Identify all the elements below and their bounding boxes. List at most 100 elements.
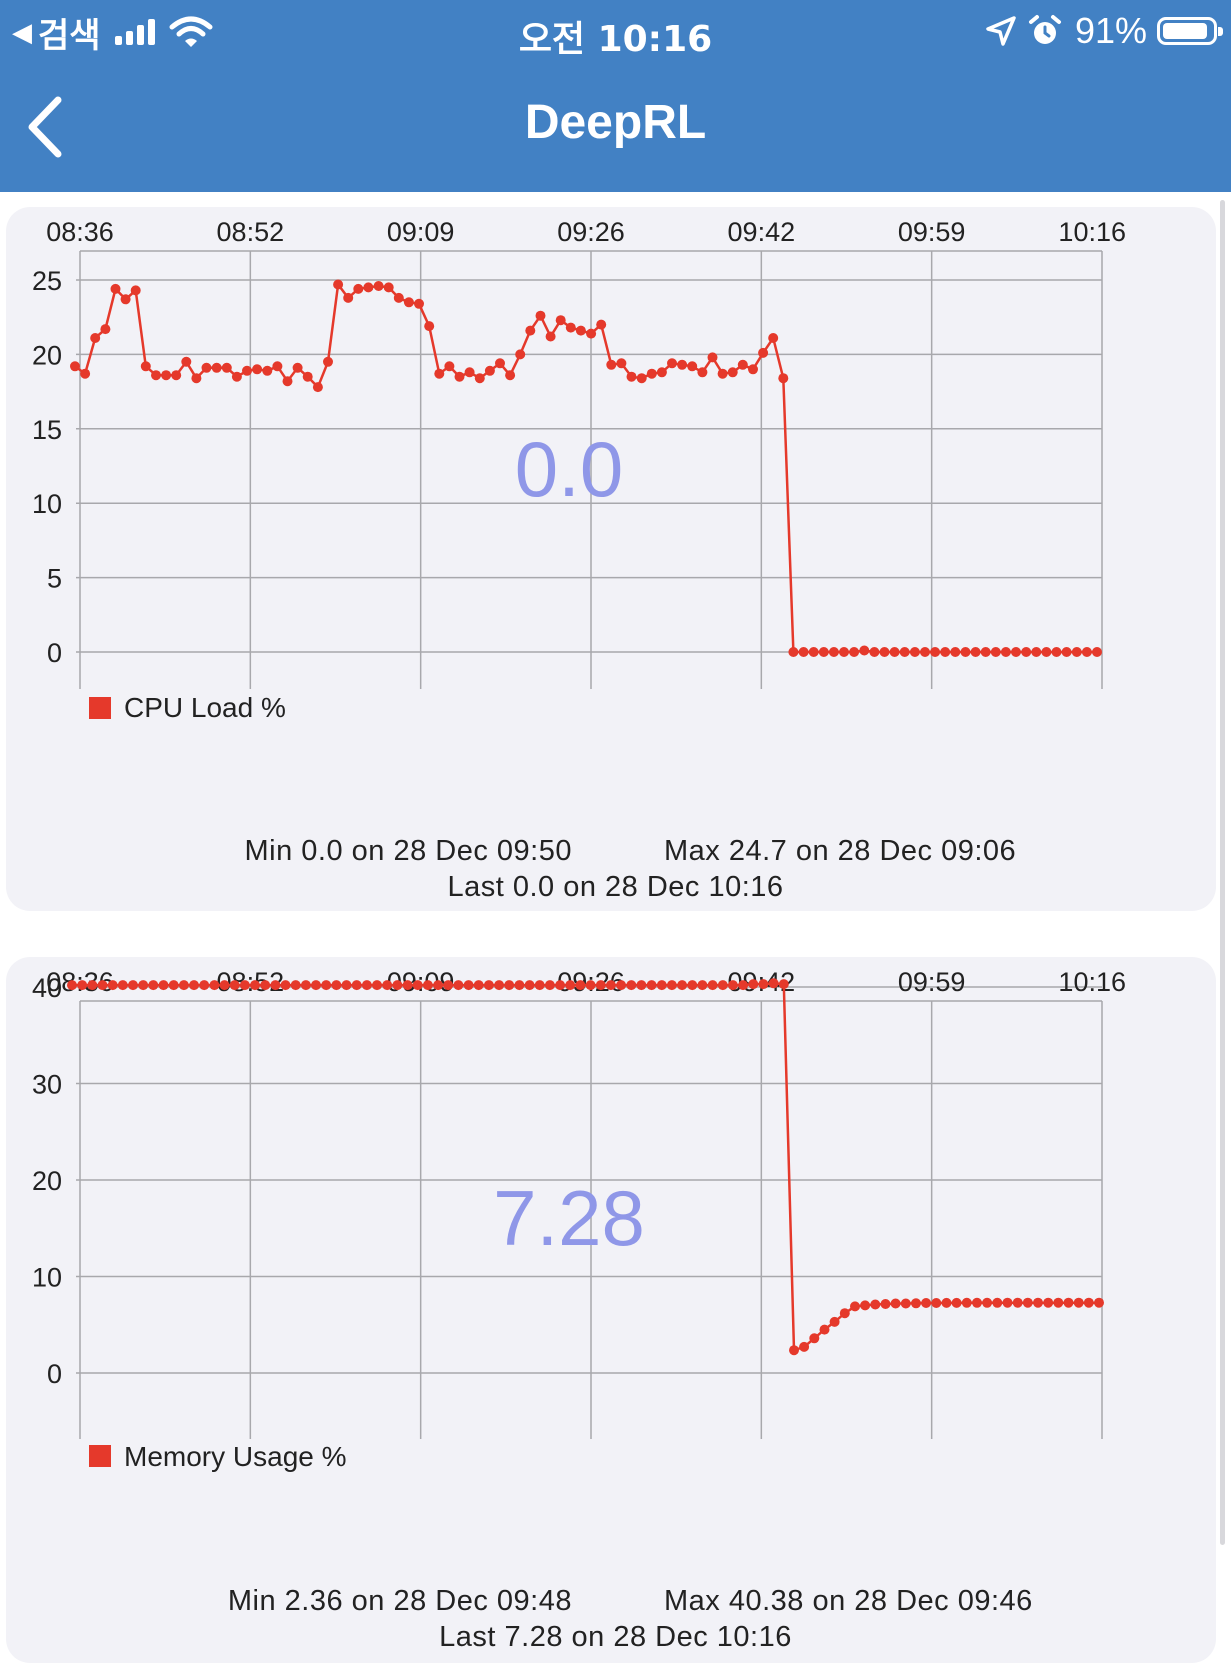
data-point — [189, 980, 199, 991]
data-point — [474, 373, 485, 384]
data-point — [199, 980, 210, 991]
data-point — [758, 979, 769, 990]
data-point — [393, 292, 404, 303]
data-point — [931, 1298, 942, 1308]
data-point — [748, 979, 759, 990]
data-point — [951, 1297, 962, 1308]
data-point — [727, 980, 738, 991]
y-tick-label: 10 — [32, 1263, 62, 1293]
y-tick-label: 40 — [32, 973, 62, 1003]
data-point — [544, 980, 555, 991]
data-point — [788, 647, 799, 657]
data-point — [636, 980, 647, 991]
data-point — [211, 362, 222, 373]
data-point — [494, 980, 505, 991]
page-title: DeepRL — [524, 96, 707, 149]
data-point — [343, 292, 354, 303]
data-point — [181, 356, 192, 367]
cellular-signal-icon — [114, 19, 155, 45]
data-point — [899, 647, 910, 657]
data-point — [870, 1299, 881, 1310]
data-point — [890, 1298, 901, 1309]
data-point — [201, 362, 212, 373]
status-time: 오전 10:16 — [518, 19, 713, 60]
data-point — [636, 373, 647, 384]
data-point — [849, 647, 860, 657]
data-point — [383, 282, 394, 293]
data-point — [351, 980, 362, 991]
data-point — [87, 980, 98, 991]
data-point — [412, 980, 423, 991]
data-point — [414, 298, 424, 309]
data-point — [850, 1301, 860, 1312]
chart-grid — [76, 250, 1103, 689]
status-bar: ◀ 검색 오전 10:16 91% — [0, 0, 1231, 70]
data-point — [1073, 1297, 1084, 1308]
memory-usage-chart-card: 01020304008:3608:5209:0909:2609:4209:591… — [6, 957, 1216, 1663]
data-point — [646, 980, 657, 991]
data-point — [473, 980, 484, 991]
top-bar: ◀ 검색 오전 10:16 91% — [0, 0, 1231, 192]
legend-label: Memory Usage % — [124, 1441, 347, 1472]
memory-last-stat: Last 7.28 on 28 Dec 10:16 — [439, 1621, 792, 1653]
data-point — [941, 1297, 952, 1308]
data-point — [1021, 647, 1032, 657]
data-point — [585, 980, 596, 991]
data-point — [869, 647, 880, 657]
current-value: 0.0 — [515, 425, 623, 513]
data-point — [525, 325, 536, 336]
data-point — [575, 325, 586, 336]
data-point — [333, 279, 344, 290]
data-point — [280, 980, 291, 991]
scroll-indicator[interactable] — [1220, 200, 1225, 1545]
data-point — [697, 367, 708, 378]
data-point — [372, 980, 382, 991]
data-point — [860, 1300, 871, 1311]
data-point — [524, 980, 535, 991]
data-point — [434, 368, 445, 379]
data-point — [171, 370, 182, 381]
memory-max-stat: Max 40.38 on 28 Dec 09:46 — [664, 1585, 1033, 1617]
data-point — [463, 980, 474, 991]
data-point — [819, 1324, 830, 1335]
data-point — [879, 647, 890, 657]
wifi-icon — [169, 16, 213, 47]
data-point — [311, 980, 321, 991]
data-point — [534, 980, 545, 991]
cpu-last-stat: Last 0.0 on 28 Dec 10:16 — [447, 871, 784, 903]
data-point — [130, 285, 141, 296]
data-point — [443, 980, 454, 991]
data-point — [1063, 1297, 1074, 1308]
y-tick-label: 0 — [47, 1359, 62, 1389]
data-point — [595, 980, 606, 991]
data-point — [117, 980, 128, 991]
status-back-to-search[interactable]: ◀ 검색 — [12, 12, 213, 56]
data-point — [606, 359, 617, 370]
data-point — [940, 647, 951, 657]
data-point — [323, 356, 333, 367]
data-point — [444, 361, 455, 372]
data-point — [982, 1297, 993, 1308]
data-point — [707, 980, 718, 991]
y-tick-label: 25 — [32, 266, 62, 296]
data-point — [260, 980, 271, 991]
cpu-load-chart-card: 0 5 10 15 20 25 08:36 08:52 09:09 09:26 09:42 09:59… — [6, 207, 1216, 911]
data-point — [808, 647, 819, 657]
data-point — [107, 980, 118, 991]
data-point — [616, 980, 627, 991]
data-point — [422, 980, 433, 991]
data-point — [252, 364, 263, 375]
data-point — [900, 1298, 911, 1309]
cpu-min-stat: Min 0.0 on 28 Dec 09:50 — [244, 835, 572, 867]
data-point — [1022, 1297, 1033, 1308]
memory-usage-chart: 01020304008:3608:5209:0909:2609:4209:591… — [32, 967, 1126, 1472]
data-point — [331, 980, 342, 991]
y-tick-label: 20 — [32, 340, 62, 370]
data-point — [1053, 1297, 1064, 1308]
data-point — [880, 1299, 891, 1309]
legend-swatch — [89, 697, 111, 719]
data-point — [161, 370, 172, 381]
data-point — [270, 980, 281, 991]
data-point — [667, 358, 677, 369]
back-button[interactable] — [22, 92, 72, 162]
